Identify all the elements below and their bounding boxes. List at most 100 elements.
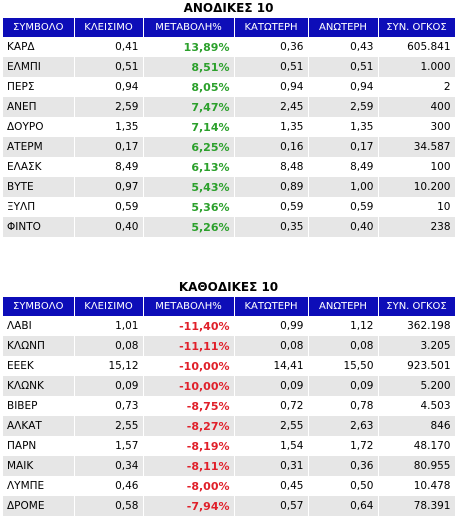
column-header-symbol: ΣΥΜΒΟΛΟ: [3, 18, 75, 37]
cell-close: 0,34: [74, 456, 144, 476]
cell-high: 0,40: [308, 217, 379, 237]
cell-low: 1,35: [234, 117, 309, 137]
cell-change: -8,75%: [143, 396, 235, 416]
cell-close: 0,73: [74, 396, 144, 416]
cell-change: 6,25%: [143, 137, 235, 157]
cell-close: 0,46: [74, 476, 144, 496]
table-row: ΔΡΟΜΕ 0,58 -7,94% 0,57 0,64 78.391: [3, 496, 456, 516]
cell-volume: 78.391: [378, 496, 456, 516]
cell-high: 1,72: [308, 436, 379, 456]
cell-symbol: ΠΑΡΝ: [3, 436, 75, 456]
cell-close: 0,94: [74, 77, 144, 97]
cell-low: 0,59: [234, 197, 309, 217]
table-row: ΔΟΥΡΟ 1,35 7,14% 1,35 1,35 300: [3, 117, 456, 137]
cell-high: 0,09: [308, 376, 379, 396]
table-row: ΑΝΕΠ 2,59 7,47% 2,45 2,59 400: [3, 97, 456, 117]
cell-symbol: ΒΥΤΕ: [3, 177, 75, 197]
cell-low: 0,35: [234, 217, 309, 237]
table-row: ΚΑΡΔ 0,41 13,89% 0,36 0,43 605.841: [3, 37, 456, 57]
column-header-close: ΚΛΕΙΣΙΜΟ: [74, 297, 144, 316]
table-row: ΠΑΡΝ 1,57 -8,19% 1,54 1,72 48.170: [3, 436, 456, 456]
column-header-change: ΜΕΤΑΒΟΛΗ%: [143, 18, 235, 37]
losers-table: ΣΥΜΒΟΛΟ ΚΛΕΙΣΙΜΟ ΜΕΤΑΒΟΛΗ% ΚΑΤΩΤΕΡΗ ΑΝΩΤΕΡΗ Σ…: [3, 297, 456, 516]
cell-symbol: ΜΑΙΚ: [3, 456, 75, 476]
cell-volume: 605.841: [378, 37, 456, 57]
cell-high: 0,94: [308, 77, 379, 97]
cell-change: -8,27%: [143, 416, 235, 436]
table-row: ΜΑΙΚ 0,34 -8,11% 0,31 0,36 80.955: [3, 456, 456, 476]
cell-symbol: ΦΙΝΤΟ: [3, 217, 75, 237]
table-row: ΕΛΑΣΚ 8,49 6,13% 8,48 8,49 100: [3, 157, 456, 177]
cell-volume: 3.205: [378, 336, 456, 356]
cell-close: 0,97: [74, 177, 144, 197]
cell-close: 2,55: [74, 416, 144, 436]
cell-change: -8,11%: [143, 456, 235, 476]
cell-volume: 400: [378, 97, 456, 117]
cell-high: 0,59: [308, 197, 379, 217]
cell-volume: 2: [378, 77, 456, 97]
cell-volume: 80.955: [378, 456, 456, 476]
cell-change: 8,05%: [143, 77, 235, 97]
cell-symbol: ΚΛΩΝΠ: [3, 336, 75, 356]
table-row: ΑΛΚΑΤ 2,55 -8,27% 2,55 2,63 846: [3, 416, 456, 436]
cell-symbol: ΑΝΕΠ: [3, 97, 75, 117]
cell-symbol: ΑΛΚΑΤ: [3, 416, 75, 436]
cell-high: 1,12: [308, 316, 379, 336]
cell-low: 0,31: [234, 456, 309, 476]
column-header-high: ΑΝΩΤΕΡΗ: [308, 18, 379, 37]
cell-symbol: ΚΛΩΝΚ: [3, 376, 75, 396]
gainers-table: ΣΥΜΒΟΛΟ ΚΛΕΙΣΙΜΟ ΜΕΤΑΒΟΛΗ% ΚΑΤΩΤΕΡΗ ΑΝΩΤΕΡΗ Σ…: [3, 18, 456, 237]
column-header-symbol: ΣΥΜΒΟΛΟ: [3, 297, 75, 316]
cell-low: 0,99: [234, 316, 309, 336]
cell-change: -7,94%: [143, 496, 235, 516]
column-header-low: ΚΑΤΩΤΕΡΗ: [234, 297, 309, 316]
cell-volume: 300: [378, 117, 456, 137]
cell-low: 0,16: [234, 137, 309, 157]
cell-change: -8,19%: [143, 436, 235, 456]
table-row: ΑΤΕΡΜ 0,17 6,25% 0,16 0,17 34.587: [3, 137, 456, 157]
cell-symbol: ΠΕΡΣ: [3, 77, 75, 97]
table-row: ΛΥΜΠΕ 0,46 -8,00% 0,45 0,50 10.478: [3, 476, 456, 496]
cell-change: -10,00%: [143, 376, 235, 396]
table-row: ΒΥΤΕ 0,97 5,43% 0,89 1,00 10.200: [3, 177, 456, 197]
cell-high: 0,64: [308, 496, 379, 516]
cell-change: 7,14%: [143, 117, 235, 137]
cell-volume: 48.170: [378, 436, 456, 456]
cell-symbol: ΛΑΒΙ: [3, 316, 75, 336]
cell-close: 0,40: [74, 217, 144, 237]
cell-close: 8,49: [74, 157, 144, 177]
cell-close: 1,35: [74, 117, 144, 137]
cell-low: 2,55: [234, 416, 309, 436]
cell-high: 0,78: [308, 396, 379, 416]
cell-low: 0,36: [234, 37, 309, 57]
table-row: ΚΛΩΝΠ 0,08 -11,11% 0,08 0,08 3.205: [3, 336, 456, 356]
cell-low: 0,72: [234, 396, 309, 416]
table-row: ΕΕΕΚ 15,12 -10,00% 14,41 15,50 923.501: [3, 356, 456, 376]
cell-volume: 1.000: [378, 57, 456, 77]
cell-close: 2,59: [74, 97, 144, 117]
cell-high: 0,43: [308, 37, 379, 57]
cell-change: 6,13%: [143, 157, 235, 177]
cell-high: 1,35: [308, 117, 379, 137]
cell-change: 5,26%: [143, 217, 235, 237]
column-header-volume: ΣΥΝ. ΟΓΚΟΣ: [378, 297, 456, 316]
cell-volume: 238: [378, 217, 456, 237]
cell-close: 1,57: [74, 436, 144, 456]
cell-low: 0,57: [234, 496, 309, 516]
cell-symbol: ΕΛΑΣΚ: [3, 157, 75, 177]
cell-close: 1,01: [74, 316, 144, 336]
header-row: ΣΥΜΒΟΛΟ ΚΛΕΙΣΙΜΟ ΜΕΤΑΒΟΛΗ% ΚΑΤΩΤΕΡΗ ΑΝΩΤΕΡΗ Σ…: [3, 297, 456, 316]
column-header-close: ΚΛΕΙΣΙΜΟ: [74, 18, 144, 37]
cell-high: 8,49: [308, 157, 379, 177]
cell-low: 0,45: [234, 476, 309, 496]
cell-volume: 100: [378, 157, 456, 177]
cell-volume: 10: [378, 197, 456, 217]
cell-symbol: ΕΛΜΠΙ: [3, 57, 75, 77]
column-header-volume: ΣΥΝ. ΟΓΚΟΣ: [378, 18, 456, 37]
table-row: ΞΥΛΠ 0,59 5,36% 0,59 0,59 10: [3, 197, 456, 217]
cell-volume: 34.587: [378, 137, 456, 157]
table-row: ΠΕΡΣ 0,94 8,05% 0,94 0,94 2: [3, 77, 456, 97]
cell-volume: 846: [378, 416, 456, 436]
cell-symbol: ΔΡΟΜΕ: [3, 496, 75, 516]
header-row: ΣΥΜΒΟΛΟ ΚΛΕΙΣΙΜΟ ΜΕΤΑΒΟΛΗ% ΚΑΤΩΤΕΡΗ ΑΝΩΤΕΡΗ Σ…: [3, 18, 456, 37]
